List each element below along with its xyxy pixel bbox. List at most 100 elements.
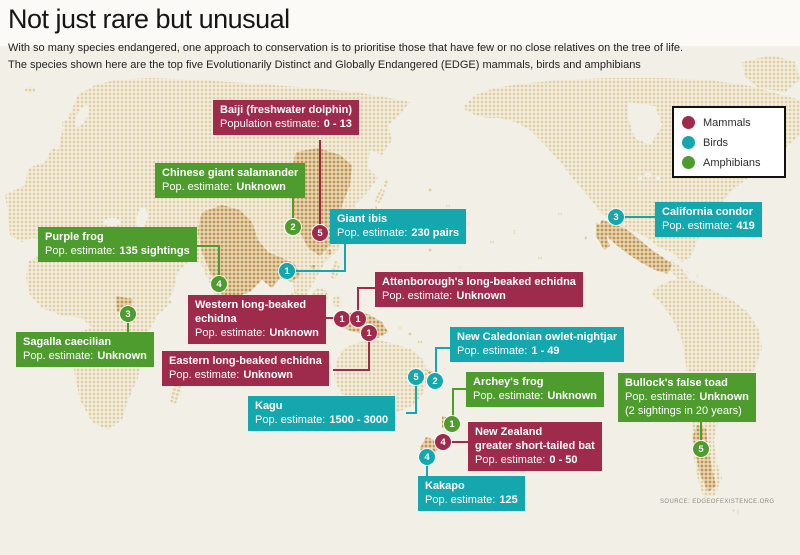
- label-eastern-echidna: Eastern long-beaked echidna Pop. estimat…: [162, 351, 329, 387]
- pop-label: Pop. estimate:: [475, 454, 546, 467]
- pop-value: Unknown: [699, 391, 749, 404]
- rank-number: 4: [440, 436, 446, 448]
- pop-value: Unknown: [456, 290, 506, 303]
- legend-label: Birds: [703, 136, 729, 149]
- rank-number: 1: [339, 313, 345, 325]
- species-name: Attenborough's long-beaked echidna: [382, 276, 576, 288]
- marker-attenborough-echidna: 1: [350, 311, 366, 327]
- rank-number: 5: [317, 227, 323, 239]
- pop-label: Pop. estimate:: [473, 390, 544, 403]
- pop-label: Pop. estimate:: [382, 290, 453, 303]
- marker-sagalla-caecilian: 3: [120, 306, 136, 322]
- pop-label: Pop. estimate:: [255, 414, 326, 427]
- rank-number: 2: [290, 221, 296, 233]
- label-attenborough-echidna: Attenborough's long-beaked echidna Pop. …: [375, 272, 583, 308]
- species-name: Archey's frog: [473, 376, 544, 388]
- legend-item-mammals: Mammals: [682, 116, 778, 129]
- rank-number: 1: [449, 418, 455, 430]
- marker-chinese-giant-salamander: 2: [285, 219, 301, 235]
- rank-number: 5: [413, 371, 419, 383]
- label-baiji: Baiji (freshwater dolphin) Population es…: [213, 100, 360, 136]
- pop-label: Pop. estimate:: [169, 369, 240, 382]
- rank-number: 3: [613, 211, 619, 223]
- label-chinese-giant-salamander: Chinese giant salamander Pop. estimate: …: [155, 163, 306, 199]
- pop-value: 1500 - 3000: [329, 414, 389, 427]
- marker-baiji: 5: [312, 225, 328, 241]
- label-kakapo: Kakapo Pop. estimate: 125: [418, 476, 525, 512]
- pop-value: 0 - 13: [323, 118, 352, 131]
- marker-eastern-echidna: 1: [361, 325, 377, 341]
- rank-number: 5: [698, 443, 704, 455]
- legend-item-amphibians: Amphibians: [682, 156, 778, 169]
- pop-label: Pop. estimate:: [23, 350, 94, 363]
- legend: Mammals Birds Amphibians: [672, 106, 786, 178]
- legend-item-birds: Birds: [682, 136, 778, 149]
- source-credit: SOURCE: EDGEOFEXISTENCE.ORG: [660, 499, 775, 505]
- legend-label: Mammals: [703, 116, 751, 129]
- label-owlet-nightjar: New Caledonian owlet-nightjar Pop. estim…: [450, 327, 625, 363]
- pop-label: Pop. estimate:: [195, 327, 266, 340]
- marker-bullocks-false-toad: 5: [693, 441, 709, 457]
- label-archeys-frog: Archey's frog Pop. estimate: Unknown: [466, 372, 604, 408]
- pop-label: Pop. estimate:: [425, 494, 496, 507]
- birds-dot-icon: [682, 136, 695, 149]
- marker-california-condor: 3: [608, 209, 624, 225]
- pop-value: Unknown: [269, 327, 319, 340]
- pop-value: 230 pairs: [411, 227, 460, 240]
- inland-water: [74, 102, 662, 229]
- legend-label: Amphibians: [703, 156, 761, 169]
- pop-label: Pop. estimate:: [662, 220, 733, 233]
- pop-label: Pop. estimate:: [337, 227, 408, 240]
- pop-label: Pop. estimate:: [625, 391, 696, 404]
- species-name: Baiji (freshwater dolphin): [220, 104, 353, 116]
- amphibians-dot-icon: [682, 156, 695, 169]
- label-western-echidna: Western long-beaked echidna Pop. estimat…: [188, 295, 326, 345]
- species-name: Purple frog: [45, 231, 104, 243]
- label-bullocks-false-toad: Bullock's false toad Pop. estimate: Unkn…: [618, 373, 756, 423]
- rank-number: 4: [216, 278, 222, 290]
- pop-label: Pop. estimate:: [162, 181, 233, 194]
- rank-number: 4: [424, 451, 430, 463]
- species-name: Kagu: [255, 400, 283, 412]
- species-name: Bullock's false toad: [625, 377, 728, 389]
- species-name: Western long-beaked echidna: [195, 299, 307, 326]
- label-giant-ibis: Giant ibis Pop. estimate: 230 pairs: [330, 209, 467, 245]
- label-nz-short-tailed-bat: New Zealand greater short-tailed bat Pop…: [468, 422, 602, 472]
- subtitle-line-1: With so many species endangered, one app…: [8, 42, 684, 54]
- pop-value: 125: [499, 494, 518, 507]
- header: Not just rare but unusual With so many s…: [8, 4, 683, 73]
- subtitle-line-2: The species shown here are the top five …: [8, 58, 641, 71]
- pop-label: Population estimate:: [220, 118, 320, 131]
- label-kagu: Kagu Pop. estimate: 1500 - 3000: [248, 396, 396, 432]
- label-california-condor: California condor Pop. estimate: 419: [655, 202, 762, 238]
- species-name: Eastern long-beaked echidna: [169, 355, 322, 367]
- rank-number: 1: [355, 313, 361, 325]
- marker-nz-short-tailed-bat: 4: [435, 434, 451, 450]
- subtitle: With so many species endangered, one app…: [8, 40, 683, 73]
- marker-kagu: 5: [408, 369, 424, 385]
- marker-giant-ibis: 1: [279, 263, 295, 279]
- marker-kakapo: 4: [419, 449, 435, 465]
- marker-western-echidna: 1: [334, 311, 350, 327]
- rank-number: 1: [366, 327, 372, 339]
- rank-number: 3: [125, 308, 131, 320]
- rank-number: 1: [284, 265, 290, 277]
- species-name: Giant ibis: [337, 213, 388, 225]
- species-name: New Zealand greater short-tailed bat: [475, 426, 595, 453]
- pop-value: Unknown: [97, 350, 147, 363]
- mammals-dot-icon: [682, 116, 695, 129]
- pop-value: Unknown: [243, 369, 293, 382]
- pop-label: Pop. estimate:: [45, 245, 116, 258]
- pop-value: 1 - 49: [531, 345, 560, 358]
- species-name: Chinese giant salamander: [162, 167, 299, 179]
- species-name: New Caledonian owlet-nightjar: [457, 331, 618, 343]
- marker-purple-frog: 4: [211, 276, 227, 292]
- marker-archeys-frog: 1: [444, 416, 460, 432]
- pop-label: Pop. estimate:: [457, 345, 528, 358]
- rank-number: 2: [432, 375, 438, 387]
- label-sagalla-caecilian: Sagalla caecilian Pop. estimate: Unknown: [16, 332, 154, 368]
- label-purple-frog: Purple frog Pop. estimate: 135 sightings: [38, 227, 197, 263]
- pop-note: (2 sightings in 20 years): [625, 405, 742, 418]
- marker-owlet-nightjar: 2: [427, 373, 443, 389]
